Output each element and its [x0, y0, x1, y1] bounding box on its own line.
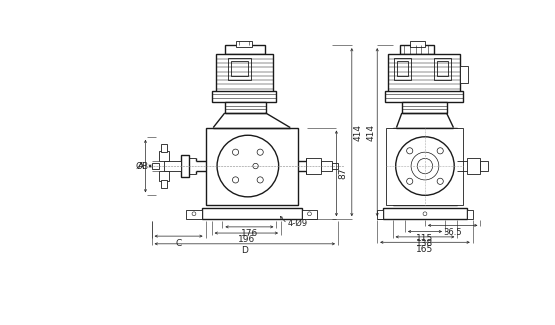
Bar: [159, 151, 169, 162]
Bar: [481, 161, 488, 172]
Bar: [392, 127, 457, 204]
Circle shape: [407, 148, 413, 154]
Text: ØB: ØB: [135, 162, 149, 171]
Text: 176: 176: [241, 229, 258, 238]
Bar: [225, 45, 265, 54]
Circle shape: [192, 212, 196, 216]
Bar: [434, 58, 451, 80]
Circle shape: [437, 148, 443, 154]
Bar: [159, 171, 169, 181]
Bar: [467, 210, 473, 219]
Bar: [231, 60, 248, 76]
Bar: [161, 180, 167, 188]
Bar: [467, 158, 481, 174]
Text: 36.5: 36.5: [443, 227, 462, 237]
Bar: [377, 210, 384, 219]
Circle shape: [411, 152, 439, 180]
Text: 138: 138: [416, 239, 433, 248]
Text: 115: 115: [416, 234, 433, 243]
Bar: [181, 155, 189, 177]
Bar: [215, 54, 273, 93]
Circle shape: [423, 212, 427, 216]
Bar: [225, 102, 266, 113]
Bar: [388, 54, 461, 93]
Circle shape: [233, 177, 239, 183]
Bar: [211, 91, 276, 102]
Bar: [394, 58, 411, 80]
Circle shape: [417, 158, 433, 174]
Bar: [400, 45, 434, 54]
Circle shape: [307, 212, 311, 216]
Text: 165: 165: [416, 245, 433, 254]
Bar: [161, 145, 167, 152]
Bar: [402, 102, 447, 113]
Circle shape: [257, 177, 263, 183]
Circle shape: [217, 135, 279, 197]
Bar: [306, 158, 321, 174]
Bar: [385, 91, 463, 102]
Text: A: A: [138, 162, 144, 171]
Bar: [321, 162, 332, 171]
Bar: [332, 163, 338, 169]
Bar: [302, 210, 317, 219]
Circle shape: [407, 178, 413, 184]
Bar: [205, 127, 298, 204]
Circle shape: [257, 149, 263, 155]
Bar: [164, 162, 181, 171]
Bar: [437, 60, 448, 76]
Text: 87: 87: [338, 168, 347, 179]
Circle shape: [396, 137, 454, 195]
Text: C: C: [175, 239, 181, 248]
Text: 4-Ø9: 4-Ø9: [288, 219, 308, 228]
Bar: [461, 66, 468, 83]
Text: 196: 196: [238, 235, 255, 244]
Bar: [384, 208, 467, 219]
Bar: [235, 41, 253, 47]
Bar: [410, 41, 425, 47]
Text: 414: 414: [367, 124, 376, 141]
Bar: [397, 60, 408, 76]
Text: 414: 414: [354, 124, 362, 141]
Bar: [152, 163, 159, 169]
Bar: [386, 127, 463, 204]
Bar: [186, 210, 201, 219]
Bar: [201, 208, 302, 219]
Circle shape: [437, 178, 443, 184]
Circle shape: [253, 163, 258, 169]
Bar: [228, 58, 251, 80]
Text: D: D: [241, 246, 248, 255]
Circle shape: [233, 149, 239, 155]
